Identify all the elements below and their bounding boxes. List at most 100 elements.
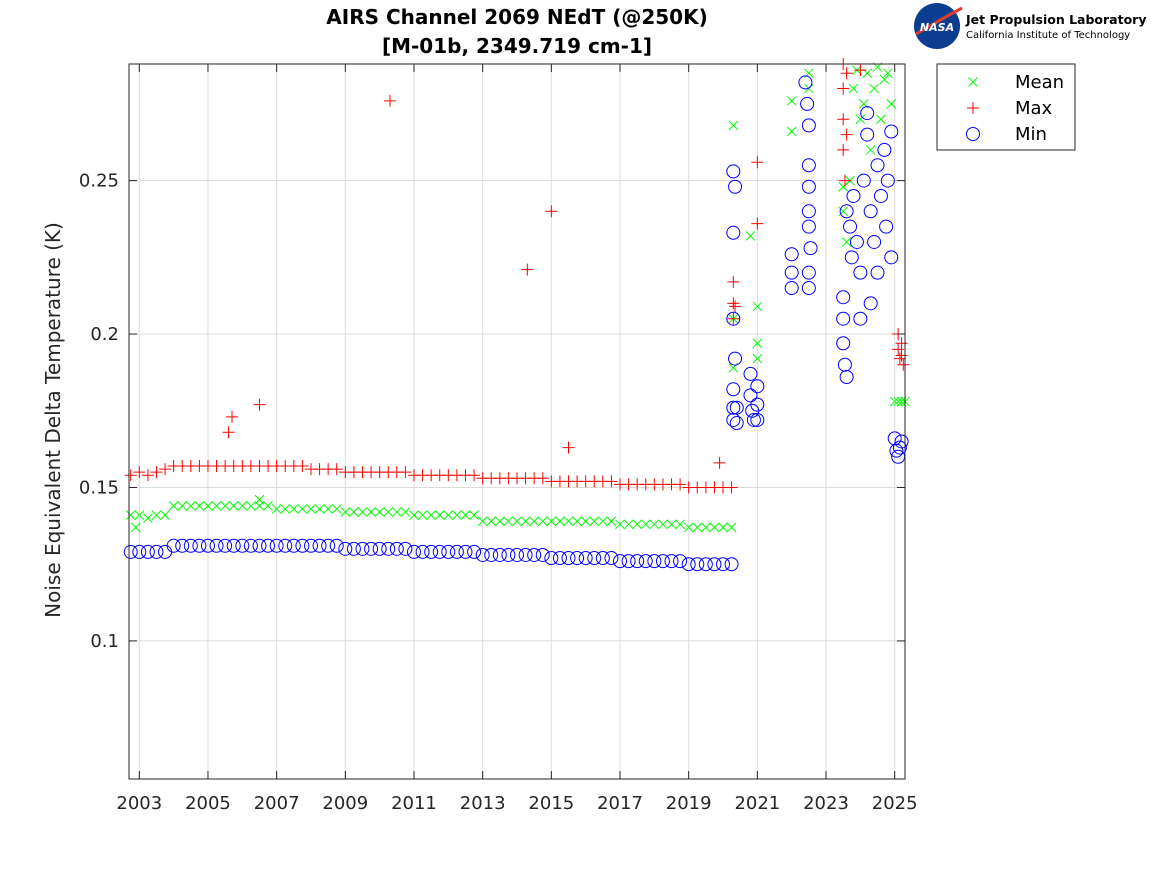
data-point	[278, 538, 293, 553]
data-point	[364, 541, 379, 556]
data-point	[254, 494, 265, 505]
data-point	[840, 128, 853, 141]
data-point	[321, 538, 336, 553]
data-point	[589, 516, 600, 527]
data-point	[647, 554, 662, 569]
data-point	[349, 507, 359, 517]
data-point	[409, 510, 419, 520]
data-point	[803, 241, 818, 256]
data-point	[389, 541, 404, 556]
data-point	[681, 557, 696, 572]
data-point	[725, 481, 738, 494]
data-point	[674, 478, 687, 491]
x-tick-label: 2017	[597, 793, 643, 814]
data-point	[159, 463, 172, 476]
data-point	[726, 382, 741, 397]
data-point	[372, 541, 387, 556]
data-point	[860, 127, 875, 142]
data-point	[804, 83, 814, 94]
y-tick-label: 0.15	[79, 477, 119, 498]
data-point	[168, 501, 179, 511]
data-point	[563, 516, 574, 527]
data-point	[192, 538, 207, 553]
data-point	[801, 281, 816, 296]
data-point	[801, 265, 816, 280]
data-point	[707, 557, 722, 572]
data-point	[286, 538, 301, 553]
data-point	[263, 501, 273, 511]
data-point	[784, 247, 799, 262]
data-point	[222, 426, 235, 439]
series-mean	[125, 62, 910, 533]
data-point	[269, 538, 284, 553]
data-point	[297, 504, 308, 514]
data-point	[863, 204, 878, 219]
data-point	[839, 204, 854, 219]
data-point	[743, 388, 758, 403]
data-point	[235, 538, 250, 553]
data-point	[692, 522, 703, 533]
data-point	[484, 547, 499, 562]
x-tick-label: 2011	[391, 793, 437, 814]
data-point	[867, 234, 882, 249]
jpl-name: Jet Propulsion Laboratory	[965, 12, 1146, 27]
data-point	[246, 501, 256, 511]
data-point	[746, 412, 761, 427]
data-point	[728, 351, 743, 366]
data-point	[752, 338, 763, 349]
x-tick-label: 2007	[254, 793, 300, 814]
data-point	[673, 554, 688, 569]
legend-label-mean: Mean	[1015, 72, 1064, 93]
legend-label-min: Min	[1015, 124, 1047, 145]
data-point	[503, 516, 514, 527]
data-point	[889, 443, 904, 458]
data-point	[675, 519, 685, 530]
data-point	[383, 94, 396, 107]
data-point	[194, 501, 205, 511]
data-point	[700, 522, 711, 533]
data-point	[877, 142, 892, 157]
data-point	[863, 296, 878, 311]
data-point	[886, 99, 897, 109]
data-point	[467, 544, 482, 559]
x-tick-label: 2013	[460, 793, 506, 814]
data-point	[406, 544, 421, 559]
data-point	[323, 504, 334, 514]
data-point	[228, 501, 239, 511]
data-point	[621, 554, 636, 569]
data-point	[840, 67, 853, 80]
data-point	[468, 469, 481, 482]
data-point	[893, 396, 903, 407]
data-point	[690, 557, 705, 572]
data-point	[243, 538, 258, 553]
data-point	[894, 434, 909, 449]
data-point	[640, 519, 651, 530]
data-point	[649, 519, 660, 530]
data-point	[870, 265, 885, 280]
data-point	[784, 265, 799, 280]
x-tick-label: 2021	[734, 793, 780, 814]
data-point	[572, 516, 582, 527]
data-point	[870, 158, 885, 173]
data-point	[570, 551, 585, 566]
data-point	[346, 541, 361, 556]
data-point	[784, 281, 799, 296]
data-point	[750, 397, 765, 412]
chart-title: AIRS Channel 2069 NEdT (@250K)	[326, 5, 707, 29]
data-point	[252, 538, 267, 553]
data-point	[873, 188, 888, 203]
data-point	[615, 519, 625, 530]
data-point	[724, 557, 739, 572]
data-point	[729, 400, 744, 415]
data-point	[175, 538, 190, 553]
data-point	[895, 337, 908, 350]
data-point	[884, 124, 899, 139]
data-point	[726, 225, 741, 240]
data-point	[726, 412, 741, 427]
data-point	[329, 538, 344, 553]
data-point	[897, 358, 910, 371]
data-point	[655, 554, 670, 569]
data-point	[895, 349, 908, 362]
data-point	[520, 516, 531, 527]
data-point	[561, 551, 576, 566]
